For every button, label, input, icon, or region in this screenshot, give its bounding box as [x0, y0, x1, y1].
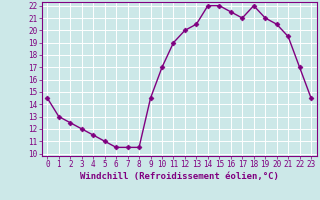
X-axis label: Windchill (Refroidissement éolien,°C): Windchill (Refroidissement éolien,°C)	[80, 172, 279, 181]
